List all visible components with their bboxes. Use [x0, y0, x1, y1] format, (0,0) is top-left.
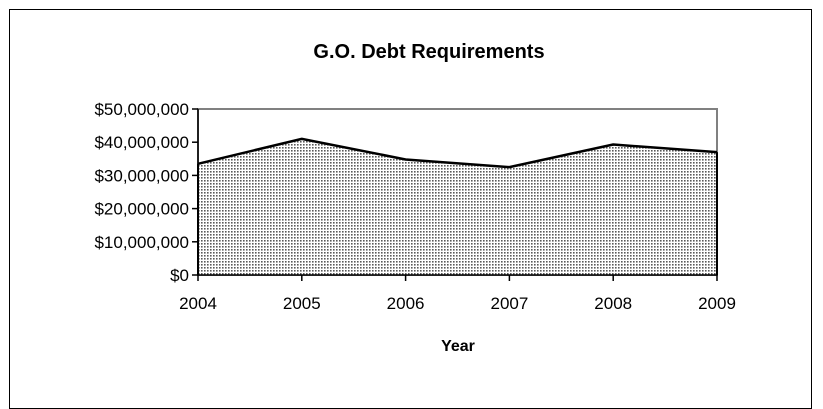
x-tick-label: 2008 — [594, 294, 632, 313]
x-tick-label: 2009 — [698, 294, 736, 313]
x-tick-labels: 2004 2005 2006 2007 2008 2009 — [179, 294, 736, 313]
x-tick-label: 2006 — [387, 294, 425, 313]
x-axis-label: Year — [441, 338, 475, 355]
y-tick-label: $20,000,000 — [94, 200, 189, 219]
y-tick-label: $0 — [170, 266, 189, 285]
area-fill-series-0 — [198, 138, 717, 275]
y-tick-label: $30,000,000 — [94, 166, 189, 185]
chart-title: G.O. Debt Requirements — [313, 41, 544, 63]
x-tick-label: 2004 — [179, 294, 217, 313]
y-tick-label: $40,000,000 — [94, 133, 189, 152]
axis-layer — [192, 108, 718, 281]
area-line-series-0 — [197, 137, 718, 169]
y-tick-label: $10,000,000 — [94, 233, 189, 252]
y-tick-labels: $0 $10,000,000 $20,000,000 $30,000,000 $40,0… — [94, 100, 189, 285]
x-tick-label: 2005 — [283, 294, 321, 313]
go-debt-area-chart: G.O. Debt Requirements $0 $10,000,000 $20,… — [94, 41, 736, 355]
x-tick-label: 2007 — [490, 294, 528, 313]
y-tick-label: $50,000,000 — [94, 100, 189, 119]
area-layer — [197, 137, 718, 275]
